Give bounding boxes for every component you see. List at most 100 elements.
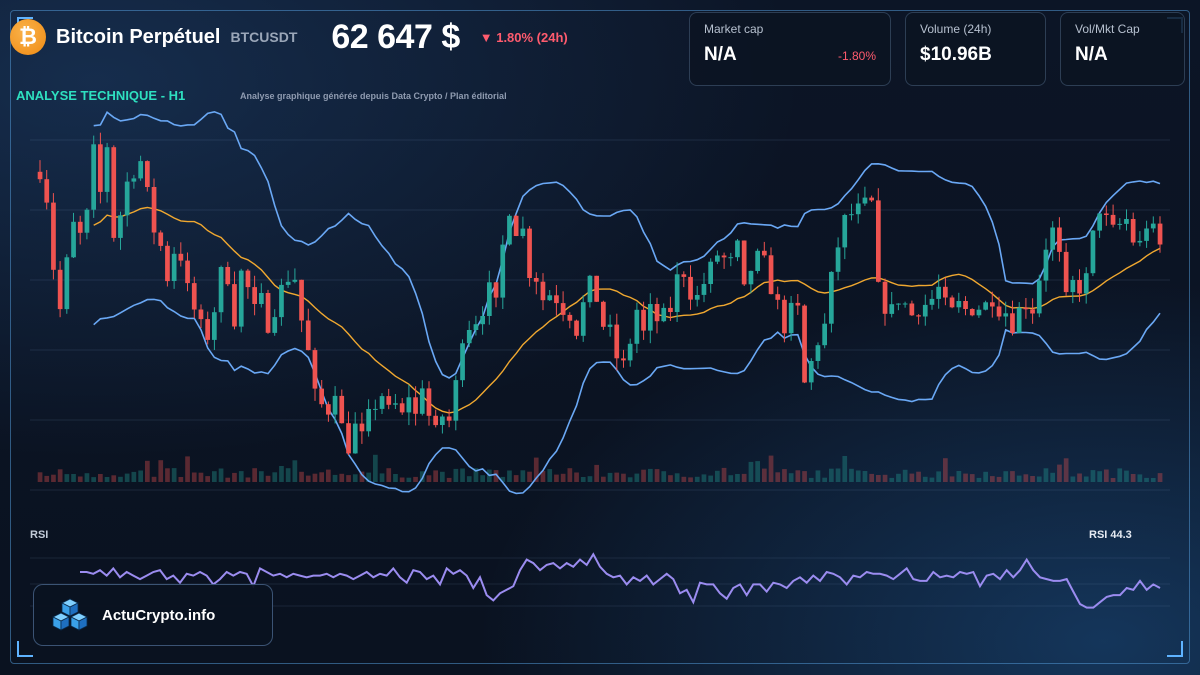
- candle-body: [795, 302, 801, 306]
- candle-body: [889, 304, 895, 314]
- volume-bar: [822, 477, 827, 482]
- volume-bar: [849, 468, 854, 482]
- candle-body: [547, 295, 553, 301]
- volume-bar: [326, 469, 331, 482]
- volume-bar: [943, 458, 948, 482]
- candle-body: [815, 345, 821, 361]
- volume-bar: [1137, 474, 1143, 482]
- volume-bar: [889, 477, 895, 482]
- volume-bar: [601, 476, 606, 482]
- volume-bar: [835, 468, 841, 482]
- volume-bar: [44, 475, 50, 482]
- candle-body: [533, 278, 539, 282]
- volume-bar: [426, 475, 432, 482]
- volume-bar: [574, 472, 579, 482]
- volume-bar: [949, 476, 955, 482]
- volume-bar: [158, 460, 164, 482]
- candle-body: [862, 197, 868, 204]
- volume-bar: [969, 474, 975, 482]
- volume-bar: [1010, 471, 1015, 482]
- volume-bar: [674, 473, 680, 482]
- vol-mkt-cap-card: Vol/Mkt Cap N/A: [1060, 12, 1185, 86]
- volume-bar: [902, 469, 908, 482]
- candle-body: [98, 144, 103, 192]
- volume-bar: [225, 477, 231, 482]
- volume-bar: [708, 475, 713, 482]
- volume-bar: [540, 470, 546, 482]
- page-title: Bitcoin Perpétuel: [56, 25, 221, 48]
- volume-bar: [1104, 469, 1109, 482]
- volume-bar: [111, 475, 117, 482]
- candle-body: [829, 271, 834, 324]
- volume-bar: [500, 476, 506, 482]
- volume-bar: [735, 474, 740, 482]
- volume-bar: [983, 471, 988, 482]
- candle-body: [527, 228, 532, 278]
- candle-body: [218, 267, 224, 313]
- candle-body: [1023, 307, 1029, 310]
- volume-bar: [198, 472, 204, 482]
- volume-bar: [1144, 477, 1149, 482]
- candle-body: [681, 274, 687, 277]
- candle-body: [808, 361, 814, 383]
- candle-body: [453, 380, 459, 421]
- candle-body: [1090, 230, 1096, 274]
- volume-bar: [721, 467, 727, 482]
- section-title: ANALYSE TECHNIQUE - H1: [16, 88, 186, 103]
- candle-body: [426, 388, 432, 416]
- volume-bar: [936, 471, 941, 482]
- volume-bar: [661, 471, 667, 482]
- volume-bar: [621, 473, 626, 482]
- candle-body: [1083, 273, 1089, 294]
- moving-average-line: [93, 206, 1161, 414]
- candle-body: [1016, 307, 1022, 333]
- candle-body: [84, 209, 90, 233]
- candle-body: [158, 232, 164, 246]
- volume-bar: [869, 473, 874, 482]
- candle-body: [393, 403, 398, 405]
- volume-bar: [124, 473, 130, 482]
- candle-body: [1117, 223, 1123, 225]
- volume-bar: [1150, 478, 1156, 482]
- candle-body: [299, 279, 304, 321]
- candle-body: [587, 275, 593, 303]
- volume-bar: [57, 469, 63, 482]
- candle-body: [138, 161, 143, 179]
- candle-body: [728, 257, 734, 259]
- price-change-24h: ▼ 1.80% (24h): [479, 29, 568, 45]
- volume-bar: [1077, 473, 1082, 482]
- candle-body: [1144, 228, 1149, 241]
- volume-bar: [285, 468, 291, 482]
- candle-body: [788, 302, 794, 334]
- candle-body: [272, 317, 278, 333]
- bitcoin-icon: ₿: [10, 19, 46, 55]
- candle-body: [473, 324, 479, 330]
- candle-body: [721, 255, 727, 258]
- candle-body: [661, 307, 667, 322]
- candle-body: [460, 343, 465, 381]
- volume-bar: [1036, 476, 1042, 482]
- candle-body: [956, 301, 962, 308]
- candle-body: [1110, 214, 1116, 225]
- volume-bar: [473, 468, 479, 482]
- candle-body: [1030, 309, 1035, 314]
- candle-body: [741, 240, 747, 285]
- volume-bar: [493, 470, 499, 482]
- volume-bar: [607, 472, 613, 482]
- volume-bar: [1050, 472, 1055, 482]
- candle-body: [312, 350, 318, 389]
- candle-body: [205, 319, 210, 340]
- candle-body: [963, 301, 968, 309]
- volume-bar: [634, 473, 640, 482]
- volume-bar: [782, 469, 787, 482]
- candle-body: [171, 253, 177, 281]
- volume-bar: [64, 474, 70, 482]
- volume-bar: [446, 477, 452, 482]
- candle-body: [238, 270, 244, 327]
- volume-bar: [393, 474, 398, 482]
- candle-body: [641, 309, 646, 331]
- volume-bar: [775, 472, 781, 482]
- candle-body: [71, 221, 76, 258]
- candle-body: [996, 306, 1002, 317]
- candle-body: [648, 304, 653, 331]
